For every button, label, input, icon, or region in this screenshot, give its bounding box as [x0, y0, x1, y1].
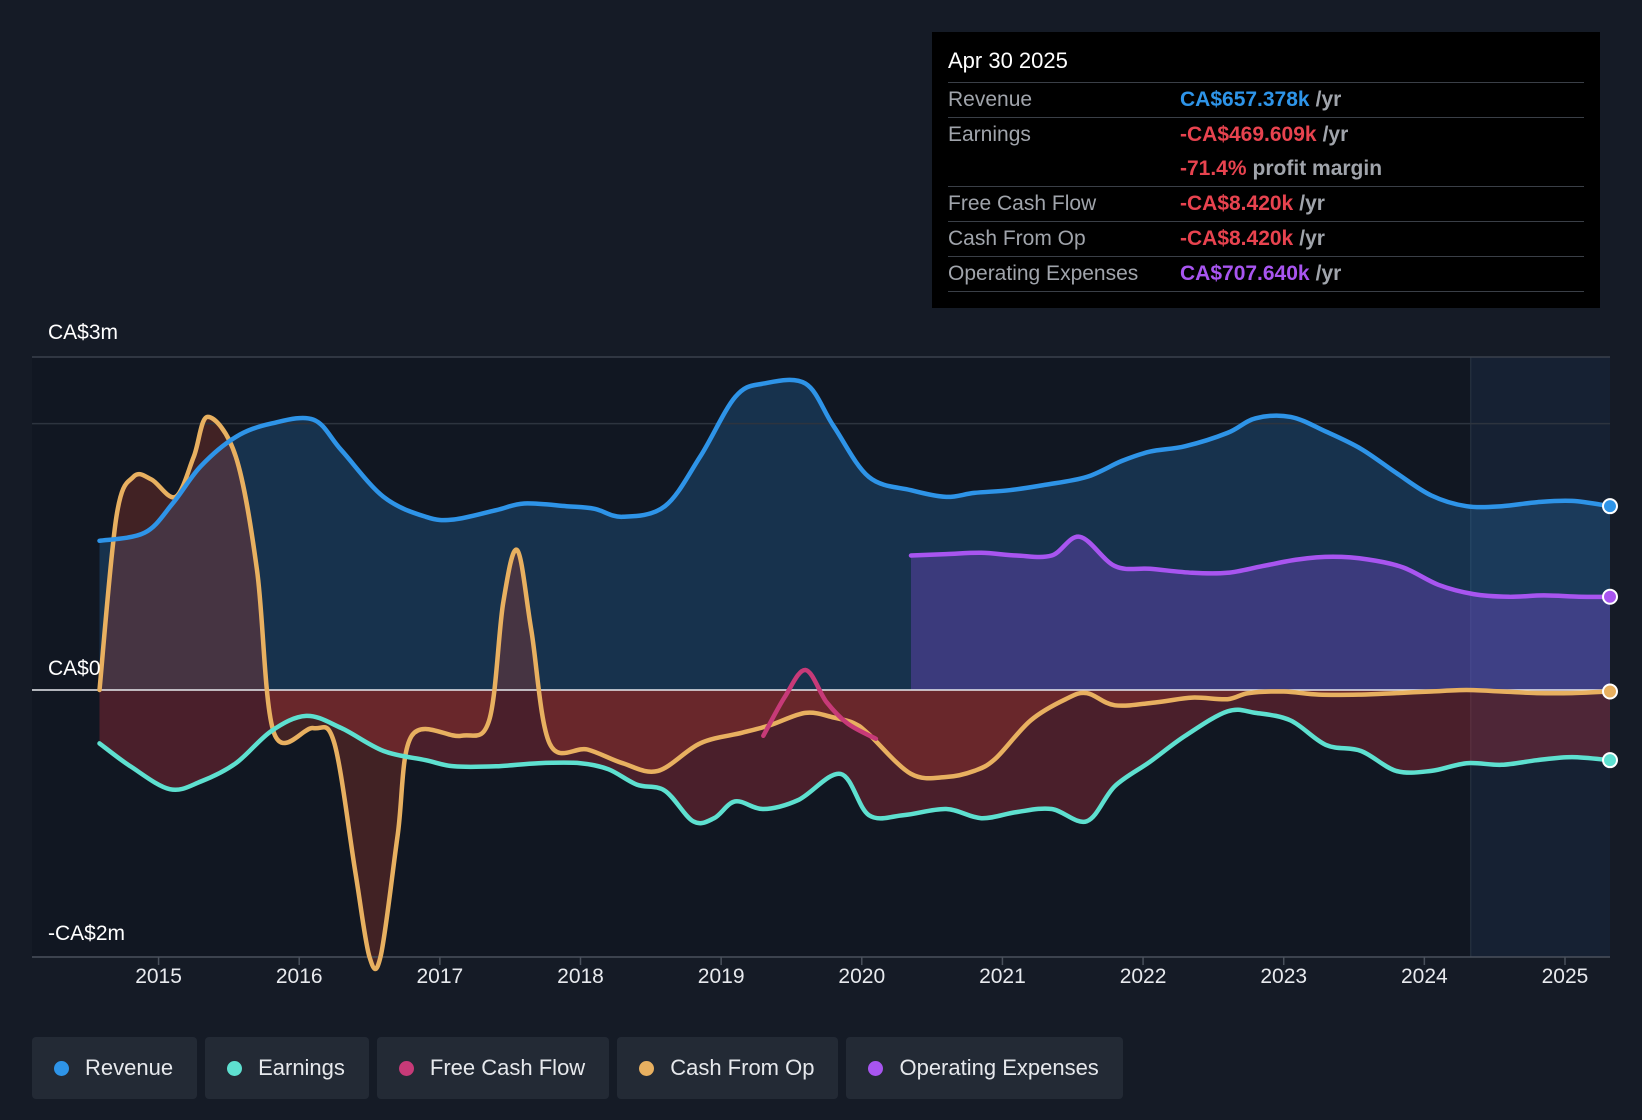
tooltip-cfo-row: Cash From Op -CA$8.420k /yr — [948, 222, 1584, 257]
forecast-region — [1470, 357, 1610, 957]
legend-dot-revenue — [54, 1060, 69, 1076]
operating-expenses-area — [911, 536, 1610, 690]
tooltip-cfo-label: Cash From Op — [948, 227, 1086, 250]
y-label-zero: CA$0 — [48, 657, 101, 680]
revenue-area — [99, 379, 1610, 690]
x-tick-label-2018: 2018 — [557, 965, 604, 988]
tooltip-opex-label: Operating Expenses — [948, 262, 1139, 285]
operating-expenses-line — [908, 534, 1613, 600]
legend-label-revenue: Revenue — [85, 1055, 174, 1080]
legend-dot-earnings — [227, 1060, 243, 1076]
tooltip-earnings-unit: /yr — [1322, 123, 1349, 146]
cash-from-op-end-marker — [1602, 683, 1618, 700]
tooltip-earnings-label: Earnings — [948, 123, 1031, 146]
plot-area — [32, 357, 1610, 957]
free-cash-flow-line — [761, 667, 879, 742]
tooltip-opex-unit: /yr — [1315, 262, 1342, 285]
tooltip-cfo-value: -CA$8.420k — [1180, 227, 1294, 250]
legend-item-cash-from-op[interactable]: Cash From Op — [617, 1037, 839, 1099]
cash-from-op-area — [99, 416, 1610, 970]
tooltip-margin-value: -71.4% — [1180, 157, 1247, 180]
legend-dot-operating-expenses — [868, 1060, 884, 1076]
x-tick-label-2024: 2024 — [1401, 965, 1448, 988]
x-tick-label-2016: 2016 — [276, 965, 323, 988]
x-tick-label-2021: 2021 — [979, 965, 1026, 988]
tooltip-margin-row: -71.4% profit margin — [948, 152, 1584, 187]
legend-dot-cash-from-op — [639, 1060, 655, 1076]
legend-label-cash-from-op: Cash From Op — [670, 1055, 815, 1080]
y-label-top: CA$3m — [48, 321, 118, 344]
tooltip-earnings-row: Earnings -CA$469.609k /yr — [948, 118, 1584, 152]
legend-item-free-cash-flow[interactable]: Free Cash Flow — [376, 1037, 610, 1099]
legend-item-earnings[interactable]: Earnings — [205, 1037, 369, 1099]
revenue-line — [97, 377, 1613, 544]
y-label-bottom: -CA$2m — [48, 922, 125, 945]
earnings-area — [99, 690, 1610, 824]
tooltip-fcf-unit: /yr — [1299, 192, 1325, 215]
legend-label-operating-expenses: Operating Expenses — [899, 1055, 1099, 1080]
tooltip-fcf-value: -CA$8.420k — [1180, 192, 1294, 215]
x-tick-label-2017: 2017 — [417, 965, 464, 988]
tooltip-cfo-unit: /yr — [1299, 227, 1325, 250]
x-tick-label-2020: 2020 — [838, 965, 885, 988]
chart-legend: Revenue Earnings Free Cash Flow Cash Fro… — [32, 1037, 1123, 1099]
tooltip-revenue-unit: /yr — [1315, 88, 1342, 111]
data-tooltip: Apr 30 2025 Revenue CA$657.378k /yr Earn… — [932, 32, 1600, 308]
tooltip-earnings-value: -CA$469.609k — [1180, 123, 1317, 146]
tooltip-revenue-row: Revenue CA$657.378k /yr — [948, 83, 1584, 118]
tooltip-fcf-label: Free Cash Flow — [948, 192, 1097, 215]
earnings-revenue-chart: CA$3m CA$0 -CA$2m 2015 2016 2017 2018 2019 2020 2… — [32, 321, 1618, 988]
earnings-end-marker — [1602, 752, 1618, 769]
legend-item-revenue[interactable]: Revenue — [32, 1037, 198, 1099]
tooltip-opex-row: Operating Expenses CA$707.640k /yr — [948, 257, 1584, 292]
legend-label-earnings: Earnings — [258, 1055, 345, 1080]
revenue-end-marker — [1602, 498, 1618, 515]
tooltip-opex-value: CA$707.640k — [1180, 262, 1310, 285]
operating-expenses-end-marker — [1602, 588, 1618, 605]
legend-item-operating-expenses[interactable]: Operating Expenses — [846, 1037, 1123, 1099]
x-tick-label-2022: 2022 — [1120, 965, 1167, 988]
tooltip-fcf-row: Free Cash Flow -CA$8.420k /yr — [948, 187, 1584, 222]
x-tick-label-2015: 2015 — [135, 965, 182, 988]
x-tick-label-2023: 2023 — [1260, 965, 1307, 988]
tooltip-margin-label: profit margin — [1252, 157, 1383, 180]
cash-from-op-line — [97, 414, 1613, 972]
x-tick-label-2019: 2019 — [698, 965, 745, 988]
earnings-line — [97, 707, 1613, 826]
legend-dot-free-cash-flow — [398, 1060, 414, 1076]
legend-label-free-cash-flow: Free Cash Flow — [429, 1055, 586, 1080]
tooltip-date: Apr 30 2025 — [948, 46, 1584, 83]
tooltip-revenue-label: Revenue — [948, 88, 1033, 111]
x-tick-label-2025: 2025 — [1542, 965, 1589, 988]
tooltip-revenue-value: CA$657.378k — [1180, 88, 1310, 111]
